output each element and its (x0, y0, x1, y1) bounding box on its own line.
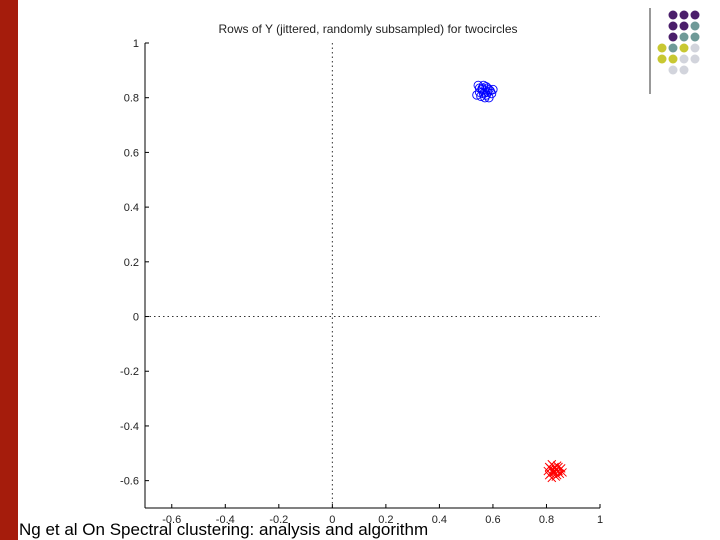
data-point-circle (477, 84, 487, 95)
x-tick-label: 1 (597, 514, 603, 526)
x-tick-label: -0.2 (269, 514, 288, 526)
decorative-dot (690, 43, 700, 53)
decorative-dot-grid (649, 8, 700, 94)
decorative-dot (668, 54, 678, 64)
slide-caption: Ng et al On Spectral clustering: analysi… (19, 520, 429, 539)
data-point-x (558, 468, 567, 477)
data-point-x (552, 470, 562, 480)
decorative-dot (668, 65, 678, 75)
decorative-dot (690, 32, 700, 42)
x-tick-label: -0.4 (216, 514, 235, 526)
decorative-dot (657, 43, 667, 53)
decorative-dot (668, 10, 678, 20)
decorative-dot (679, 21, 689, 31)
decorative-dot (679, 10, 689, 20)
data-point-x (551, 465, 561, 475)
x-tick-label: -0.6 (162, 514, 181, 526)
y-tick-label: -0.2 (120, 366, 139, 378)
y-tick-label: 1 (133, 38, 139, 50)
data-point-circle (482, 87, 493, 97)
data-point-circle (486, 88, 497, 99)
decorative-dot (668, 32, 678, 42)
y-tick-label: -0.6 (120, 476, 139, 488)
y-tick-label: 0.6 (124, 147, 139, 159)
decorative-dot (690, 54, 700, 64)
decorative-dot (679, 65, 689, 75)
decorative-dot (657, 54, 667, 64)
decorative-dot (679, 32, 689, 42)
y-tick-label: 0.2 (124, 257, 139, 269)
data-point-circle (488, 84, 498, 95)
left-accent-bar (0, 0, 18, 540)
x-tick-label: 0 (329, 514, 335, 526)
decorative-dot (668, 21, 678, 31)
chart-title: Rows of Y (jittered, randomly subsampled… (218, 22, 517, 36)
decorative-dot (668, 43, 678, 53)
y-tick-label: -0.4 (120, 421, 139, 433)
x-tick-label: 0.8 (539, 514, 554, 526)
data-point-circle (480, 87, 490, 97)
data-point-circle (480, 93, 490, 103)
y-tick-label: 0 (133, 312, 139, 324)
decorative-dot (690, 21, 700, 31)
data-point-circle (472, 90, 482, 100)
x-tick-label: 0.2 (378, 514, 393, 526)
data-point-x (544, 470, 554, 480)
y-tick-label: 0.4 (124, 202, 139, 214)
decorative-dot (679, 54, 689, 64)
y-tick-label: 0.8 (124, 93, 139, 105)
x-tick-label: 0.6 (485, 514, 500, 526)
x-tick-label: 0.4 (432, 514, 447, 526)
decorative-dot (679, 43, 689, 53)
decorative-dot (690, 10, 700, 20)
data-point-x (546, 463, 555, 473)
